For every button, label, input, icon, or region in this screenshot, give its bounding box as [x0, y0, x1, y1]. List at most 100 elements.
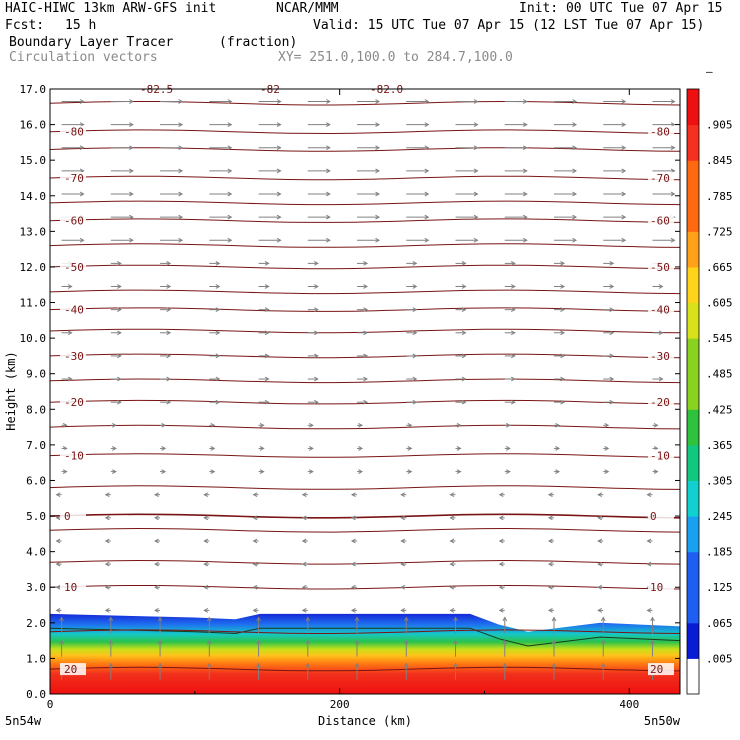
y-tick-label: 1.0 — [26, 652, 46, 665]
x-start-label: 5n54w — [5, 714, 42, 728]
plot-frame — [49, 88, 681, 695]
vector-arrowhead — [522, 191, 528, 197]
contour-labels: 20 20 10 10 0 0 -10 -10 -20 -20 -30 -30 -40 -40 -50 -50… — [60, 83, 674, 676]
vector-arrowhead — [522, 99, 528, 104]
vector-arrowhead — [609, 261, 615, 266]
vector-arrowhead — [600, 639, 606, 645]
contour-label-bg — [60, 171, 86, 184]
colorbar-swatch — [687, 373, 699, 410]
colorbar-label: .425 — [706, 403, 733, 416]
colorbar-swatch — [687, 551, 699, 588]
vector-arrowhead — [403, 639, 409, 645]
vector-arrowhead — [301, 561, 307, 567]
vector-arrowhead — [412, 376, 418, 382]
vector-arrowhead — [453, 639, 458, 645]
contour-line — [50, 378, 680, 384]
vector-arrowhead — [658, 284, 664, 289]
contour-label-bg — [648, 125, 674, 138]
vector-arrowhead — [326, 191, 331, 197]
vector-arrowhead — [424, 237, 430, 243]
vector-arrowhead — [350, 561, 356, 567]
contour-label-left: -70 — [64, 172, 84, 185]
vector-arrowhead — [117, 399, 122, 405]
vector-arrowhead — [108, 616, 114, 622]
vector-arrowhead — [350, 515, 356, 521]
vector-arrowhead — [510, 376, 516, 382]
contour-line-0 — [50, 513, 680, 519]
vector-arrowhead — [55, 584, 61, 590]
vector-arrowhead — [375, 168, 381, 174]
vector-arrowhead — [178, 145, 184, 151]
vector-arrowhead — [658, 330, 664, 336]
vector-arrowhead — [301, 515, 307, 521]
vector-arrowhead — [560, 307, 566, 313]
vector-arrowhead — [597, 607, 603, 613]
y-tick-label: 8.0 — [26, 403, 46, 416]
contour-label-bg — [648, 303, 674, 316]
colorbar-label: – — [706, 65, 713, 78]
colorbar-label: .605 — [706, 297, 733, 310]
colorbar-label: .785 — [706, 190, 733, 203]
colorbar-swatch — [687, 587, 699, 624]
vector-arrowhead — [572, 237, 578, 243]
vector-arrowhead — [547, 561, 553, 567]
vector-arrowhead — [424, 122, 430, 127]
field-units: (fraction) — [219, 35, 298, 50]
xy-range: XY= 251.0,100.0 to 284.7,100.0 — [278, 50, 513, 65]
vector-arrowhead — [215, 261, 221, 266]
vector-arrowhead — [621, 122, 627, 127]
vector-arrowhead — [79, 145, 85, 151]
vector-arrowhead — [424, 99, 430, 104]
field-name: Boundary Layer Tracer — [9, 35, 174, 50]
vector-arrowhead — [547, 492, 553, 498]
vector-arrowhead — [461, 261, 467, 266]
vector-arrowhead — [227, 191, 233, 197]
contour-line — [50, 243, 680, 248]
vector-arrowhead — [117, 353, 122, 359]
vector-arrowhead — [407, 422, 413, 428]
y-tick-label: 15.0 — [20, 154, 47, 167]
vector-arrowhead — [314, 399, 319, 405]
y-tick-label: 6.0 — [26, 474, 46, 487]
vector-arrowhead — [498, 607, 504, 613]
vector-arrowhead — [264, 353, 270, 359]
colorbar-label: .185 — [706, 546, 733, 559]
vector-arrowhead — [166, 307, 172, 313]
vector-arrowhead — [461, 307, 467, 313]
fcst-value: 15 h — [65, 18, 97, 33]
vector-arrowhead — [129, 99, 134, 104]
vector-arrowhead — [375, 99, 381, 104]
colorbar-frame — [686, 88, 700, 695]
vector-arrowhead — [264, 307, 270, 313]
model-title: HAIC-HIWC 13km ARW-GFS init — [5, 1, 217, 16]
vector-arrowhead — [104, 538, 110, 544]
vector-arrowhead — [358, 446, 364, 451]
vector-arrowhead — [314, 261, 319, 266]
vector-arrowhead — [104, 607, 110, 613]
contour-label-bg — [60, 449, 86, 462]
colorbar-swatch — [687, 231, 699, 268]
vector-arrowhead — [276, 191, 282, 197]
vector-arrowhead — [305, 616, 311, 622]
vector-arrowhead — [363, 353, 369, 359]
vector-arrowhead — [572, 214, 578, 220]
vector-arrowhead — [259, 469, 265, 474]
vector-arrowhead — [154, 492, 159, 498]
vector-arrowhead — [510, 307, 516, 313]
vector-arrowhead — [597, 584, 603, 590]
vector-arrowhead — [276, 168, 282, 174]
vector-arrowhead — [510, 284, 516, 289]
vector-arrowhead — [154, 584, 159, 590]
vector-arrowhead — [55, 607, 61, 613]
contour-label-left: -80 — [64, 126, 84, 139]
vector-arrowhead — [547, 538, 553, 544]
vector-arrowhead — [375, 237, 381, 243]
y-tick-label: 0.0 — [26, 688, 46, 701]
vector-arrowhead — [276, 214, 282, 220]
vector-arrowhead — [646, 561, 652, 567]
contour-label-right: -50 — [650, 261, 670, 274]
vector-arrowhead — [449, 607, 455, 613]
vector-arrowhead — [301, 584, 307, 590]
vector-arrowhead — [407, 446, 413, 451]
vector-arrowhead — [560, 376, 566, 382]
